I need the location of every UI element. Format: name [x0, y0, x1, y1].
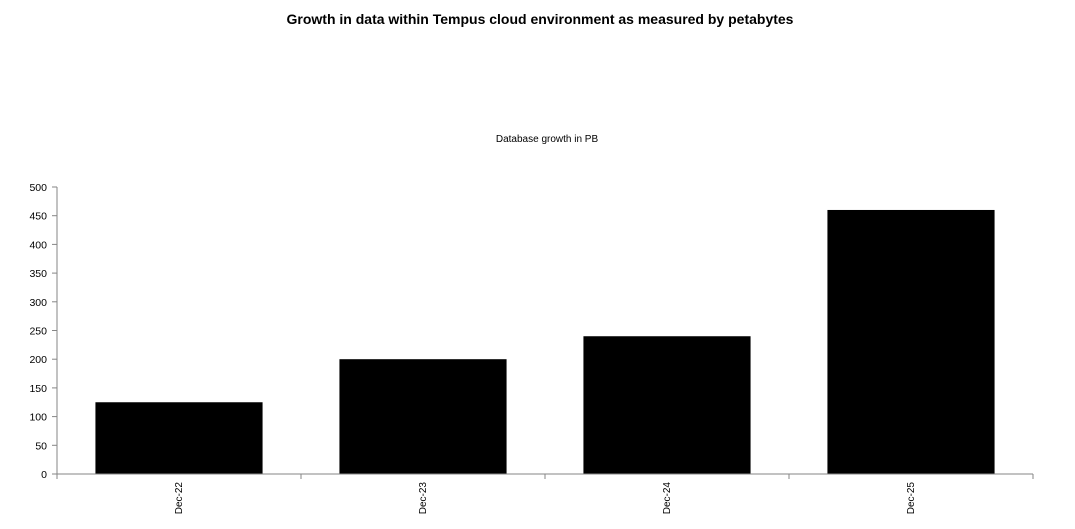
page-title: Growth in data within Tempus cloud envir… [286, 11, 794, 27]
bar-dec-25 [827, 209, 995, 474]
chart-subtitle: Database growth in PB [496, 134, 599, 145]
x-tick-label: Dec-22 [174, 482, 185, 515]
y-tick-label: 250 [29, 326, 47, 338]
x-tick-label: Dec-24 [662, 482, 673, 515]
bars-group [95, 209, 995, 474]
y-tick-label: 150 [29, 383, 47, 395]
y-tick-label: 0 [41, 469, 47, 481]
bar-dec-24 [583, 336, 751, 474]
bar-dec-23 [339, 359, 507, 474]
x-tick-label: Dec-23 [418, 482, 429, 515]
x-tick-label: Dec-25 [906, 482, 917, 515]
axes-group [52, 186, 1034, 479]
bar-dec-22 [95, 402, 263, 474]
y-tick-label: 50 [35, 440, 47, 452]
y-tick-label: 350 [29, 268, 47, 280]
y-tick-label: 300 [29, 297, 47, 309]
y-tick-label: 500 [29, 182, 47, 194]
y-tick-label: 200 [29, 354, 47, 366]
x-axis-tick-labels: Dec-22 Dec-23 Dec-24 Dec-25 [174, 482, 917, 515]
y-tick-label: 450 [29, 211, 47, 223]
y-tick-label: 100 [29, 412, 47, 424]
y-axis-tick-labels: 0 50 100 150 200 250 300 350 400 450 500 [29, 182, 47, 481]
y-tick-label: 400 [29, 239, 47, 251]
